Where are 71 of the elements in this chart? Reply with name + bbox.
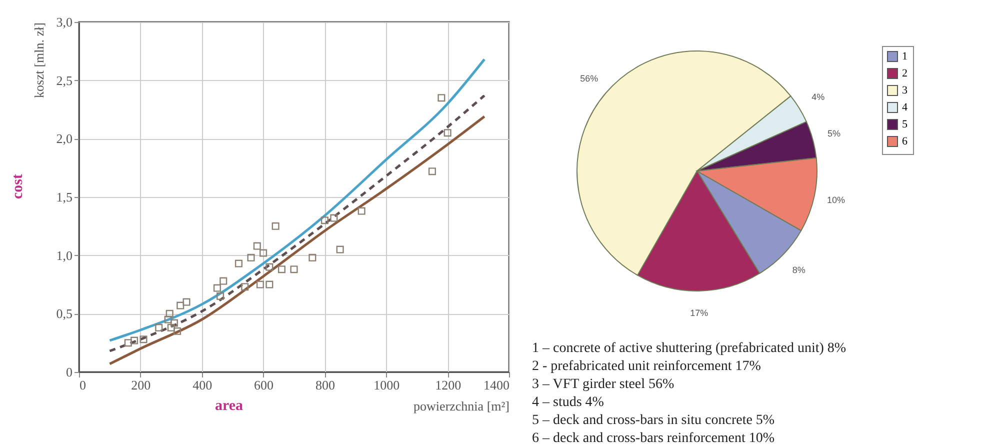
line-series: [108, 58, 486, 342]
point: [164, 316, 172, 324]
y-tick-label: 2,0: [56, 131, 72, 146]
point: [330, 214, 338, 222]
data-label: 8%: [792, 264, 806, 275]
text: 4 – studs 4%: [532, 395, 604, 410]
data-label: 56%: [580, 74, 598, 84]
y-tick-label: 0,5: [56, 306, 72, 322]
data-label: 4%: [812, 92, 825, 102]
point: [308, 254, 316, 262]
x-axis-title: powierzchnia [m²]: [414, 398, 510, 414]
text: 3 – VFT girder steel 56%: [532, 377, 675, 392]
point: [170, 319, 178, 327]
legend-label: 2: [902, 68, 908, 80]
point: [253, 242, 261, 250]
y-axis-title: koszt [mln. zł]: [31, 22, 46, 98]
y-tick-label: 2,5: [56, 72, 72, 88]
point: [336, 246, 344, 254]
x-tick-label: 1200: [435, 378, 462, 392]
legend-label: 1: [902, 50, 908, 62]
point: [444, 129, 452, 137]
point: [428, 168, 436, 176]
point: [140, 336, 148, 344]
point: [234, 260, 242, 268]
point: [167, 324, 175, 332]
data-label: 17%: [690, 308, 708, 318]
point: [256, 280, 264, 288]
point: [124, 339, 132, 347]
y-tick-label: 3,0: [56, 14, 72, 30]
legend-label: 3: [902, 84, 908, 96]
point: [266, 280, 274, 288]
text: 5 – deck and cross-bars in situ concrete 5%: [532, 413, 775, 428]
point: [182, 298, 190, 306]
data-label: 10%: [827, 194, 846, 205]
x-tick-label: 400: [192, 378, 212, 392]
text: 2 - prefabricated unit reinforcement 17%: [532, 359, 762, 374]
point: [241, 283, 249, 291]
legend-label: 6: [902, 136, 908, 148]
point: [247, 254, 255, 262]
point: [220, 277, 228, 285]
point: [290, 266, 298, 274]
point: [272, 222, 280, 230]
text: 1 – concrete of active shuttering (prefabricated unit) 8%: [532, 341, 846, 356]
point: [358, 207, 366, 215]
x-tick-label: 0: [80, 378, 86, 392]
y-tick-label: 1,5: [56, 190, 72, 204]
x-tick-label: 800: [315, 378, 335, 392]
text: 6 – deck and cross-bars reinforcement 10%: [532, 431, 775, 446]
point: [216, 292, 224, 300]
point: [155, 324, 163, 332]
point: [320, 216, 328, 224]
data-label: 5%: [827, 128, 841, 139]
y-tick-label: 0: [66, 364, 72, 380]
point: [278, 266, 286, 274]
y-tick-label: 1,0: [56, 248, 72, 263]
point: [176, 302, 184, 310]
point: [130, 336, 138, 344]
point: [260, 249, 268, 257]
text: area: [214, 398, 244, 414]
point: [174, 327, 182, 335]
x-tick-label: 600: [254, 378, 274, 392]
point: [213, 284, 221, 292]
x-tick-label: 1400: [484, 378, 510, 392]
point: [438, 94, 446, 102]
x-tick-label: 1000: [374, 378, 400, 392]
point: [266, 263, 274, 271]
legend-label: 4: [902, 102, 908, 114]
legend-label: 5: [902, 118, 908, 130]
x-tick-label: 200: [131, 378, 151, 392]
text: cost: [10, 174, 26, 199]
point: [166, 310, 174, 318]
